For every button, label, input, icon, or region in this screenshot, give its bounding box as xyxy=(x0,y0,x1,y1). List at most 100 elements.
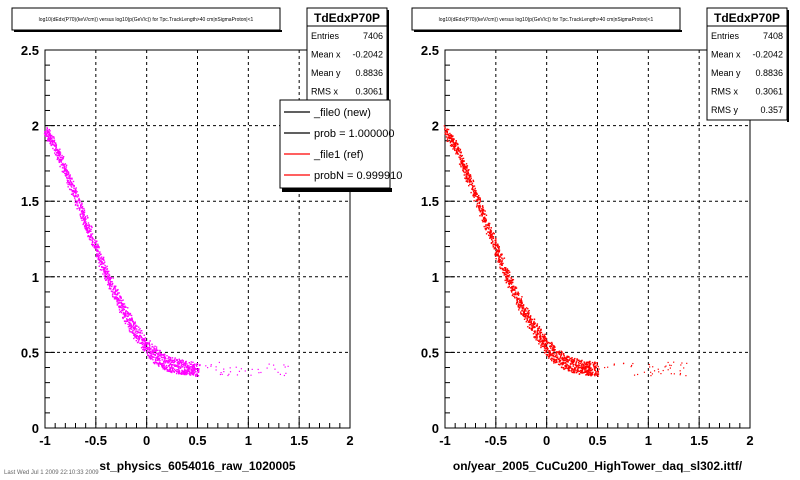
scatter-point xyxy=(570,359,572,362)
scatter-point xyxy=(468,177,471,179)
scatter-point xyxy=(80,217,82,220)
scatter-point xyxy=(488,228,490,230)
scatter-point xyxy=(76,202,78,204)
scatter-point xyxy=(128,319,130,321)
scatter-point xyxy=(524,313,526,315)
scatter-point xyxy=(588,361,591,364)
scatter-point xyxy=(486,227,488,229)
legend-shadow xyxy=(282,188,392,192)
scatter-point xyxy=(469,174,472,176)
scatter-point xyxy=(510,287,512,289)
scatter-point xyxy=(446,140,449,143)
scatter-point xyxy=(472,185,474,188)
scatter-point xyxy=(136,336,138,338)
scatter-point xyxy=(53,152,56,154)
scatter-point xyxy=(471,182,474,184)
scatter-point xyxy=(504,279,506,282)
scatter-point xyxy=(524,315,527,318)
scatter-point xyxy=(142,346,145,348)
scatter-point xyxy=(138,335,140,338)
scatter-point xyxy=(467,178,470,180)
scatter-point xyxy=(68,172,70,174)
scatter-point xyxy=(530,328,533,331)
scatter-point xyxy=(503,272,505,274)
scatter-point xyxy=(174,369,177,372)
scatter-point xyxy=(79,208,81,210)
scatter-point xyxy=(164,360,166,363)
scatter-point xyxy=(100,263,103,265)
scatter-point xyxy=(114,287,117,289)
scatter-point xyxy=(120,303,123,305)
stats-label: RMS x xyxy=(711,87,739,97)
scatter-point xyxy=(125,315,127,317)
scatter-point xyxy=(468,179,471,181)
scatter-point xyxy=(199,364,201,366)
scatter-point xyxy=(194,371,196,374)
scatter-point xyxy=(586,363,588,365)
scatter-point xyxy=(122,317,124,320)
scatter-point xyxy=(159,353,161,355)
scatter-point xyxy=(587,373,590,375)
scatter-point xyxy=(494,244,497,247)
scatter-point xyxy=(452,143,454,145)
scatter-point xyxy=(153,348,156,350)
scatter-point xyxy=(631,364,633,367)
scatter-point xyxy=(90,243,93,246)
scatter-point xyxy=(508,276,510,278)
scatter-point xyxy=(277,371,279,373)
scatter-point xyxy=(548,350,551,352)
scatter-point xyxy=(523,313,526,316)
scatter-point xyxy=(74,195,76,198)
scatter-point xyxy=(576,365,579,367)
scatter-point xyxy=(459,149,461,151)
scatter-point xyxy=(567,356,570,358)
scatter-point xyxy=(131,332,134,334)
scatter-point xyxy=(172,359,174,361)
scatter-point xyxy=(490,233,492,235)
scatter-point xyxy=(186,373,188,375)
scatter-point xyxy=(532,324,534,327)
scatter-point xyxy=(159,350,161,352)
scatter-point xyxy=(501,263,503,265)
stats-name: TdEdxP70P xyxy=(314,11,380,25)
scatter-point xyxy=(472,194,474,197)
scatter-point xyxy=(542,341,544,343)
scatter-point xyxy=(536,323,539,325)
scatter-point xyxy=(508,269,510,272)
scatter-point xyxy=(586,363,589,366)
scatter-point xyxy=(501,253,503,255)
scatter-point xyxy=(496,253,498,256)
scatter-point xyxy=(681,362,683,364)
scatter-point xyxy=(670,364,672,367)
scatter-point xyxy=(474,191,477,194)
scatter-point xyxy=(526,315,529,318)
scatter-point xyxy=(552,348,554,350)
scatter-point xyxy=(236,374,239,376)
scatter-point xyxy=(520,303,522,305)
scatter-point xyxy=(497,246,499,248)
scatter-point xyxy=(258,372,260,374)
scatter-point xyxy=(528,312,530,314)
scatter-point xyxy=(71,178,73,180)
scatter-point xyxy=(67,173,69,176)
scatter-point xyxy=(502,269,505,271)
scatter-point xyxy=(455,153,457,155)
scatter-point xyxy=(521,304,523,307)
scatter-point xyxy=(451,139,454,141)
scatter-point xyxy=(595,371,597,373)
scatter-point xyxy=(556,357,559,359)
scatter-point xyxy=(149,352,151,355)
scatter-point xyxy=(576,366,578,368)
scatter-point xyxy=(120,311,123,314)
scatter-point xyxy=(462,162,464,165)
scatter-point xyxy=(179,359,181,362)
scatter-point xyxy=(479,211,482,213)
scatter-point xyxy=(110,277,113,279)
scatter-point xyxy=(180,364,183,367)
scatter-point xyxy=(498,249,501,251)
scatter-point xyxy=(154,354,157,357)
scatter-point xyxy=(545,351,547,353)
scatter-point xyxy=(572,371,575,374)
scatter-point xyxy=(578,362,580,365)
scatter-point xyxy=(580,362,582,365)
